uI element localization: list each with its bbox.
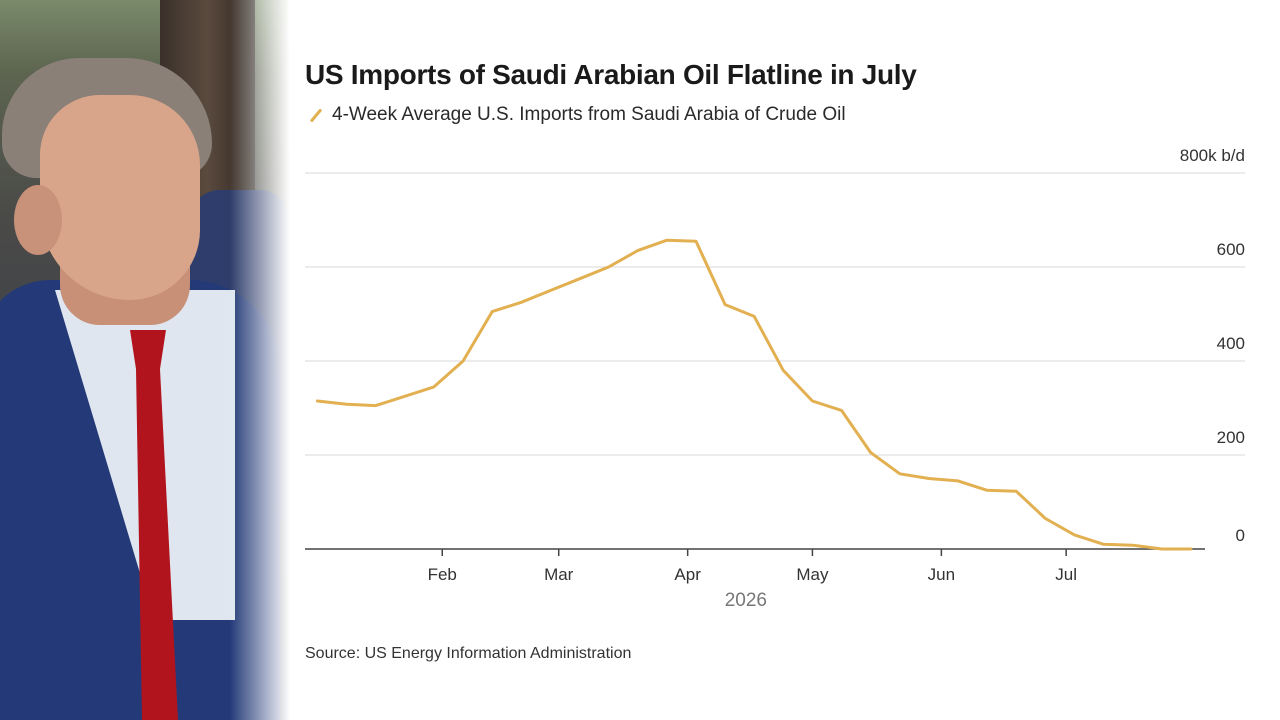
y-tick-label: 200 [1217, 428, 1245, 447]
chart-title: US Imports of Saudi Arabian Oil Flatline… [305, 59, 917, 90]
x-tick-label: May [796, 565, 829, 584]
year-label: 2026 [725, 590, 767, 611]
x-tick-label: Jun [928, 565, 955, 584]
y-tick-label: 0 [1236, 526, 1245, 545]
series-line-0 [316, 238, 1193, 551]
y-tick-label: 400 [1217, 334, 1245, 353]
x-tick-label: Jul [1055, 565, 1077, 584]
ear [14, 185, 62, 255]
y-unit-label: 800k b/d [1180, 146, 1245, 165]
legend: 4-Week Average U.S. Imports from Saudi A… [306, 104, 846, 126]
legend-label: 4-Week Average U.S. Imports from Saudi A… [332, 104, 846, 125]
source-note: Source: US Energy Information Administra… [305, 645, 632, 662]
x-tick-label: Mar [544, 565, 574, 584]
y-tick-label: 600 [1217, 240, 1245, 259]
photo-fade [230, 0, 290, 720]
person-photo [0, 0, 290, 720]
x-tick-label: Apr [674, 565, 701, 584]
x-tick-label: Feb [428, 565, 457, 584]
face [40, 95, 200, 300]
